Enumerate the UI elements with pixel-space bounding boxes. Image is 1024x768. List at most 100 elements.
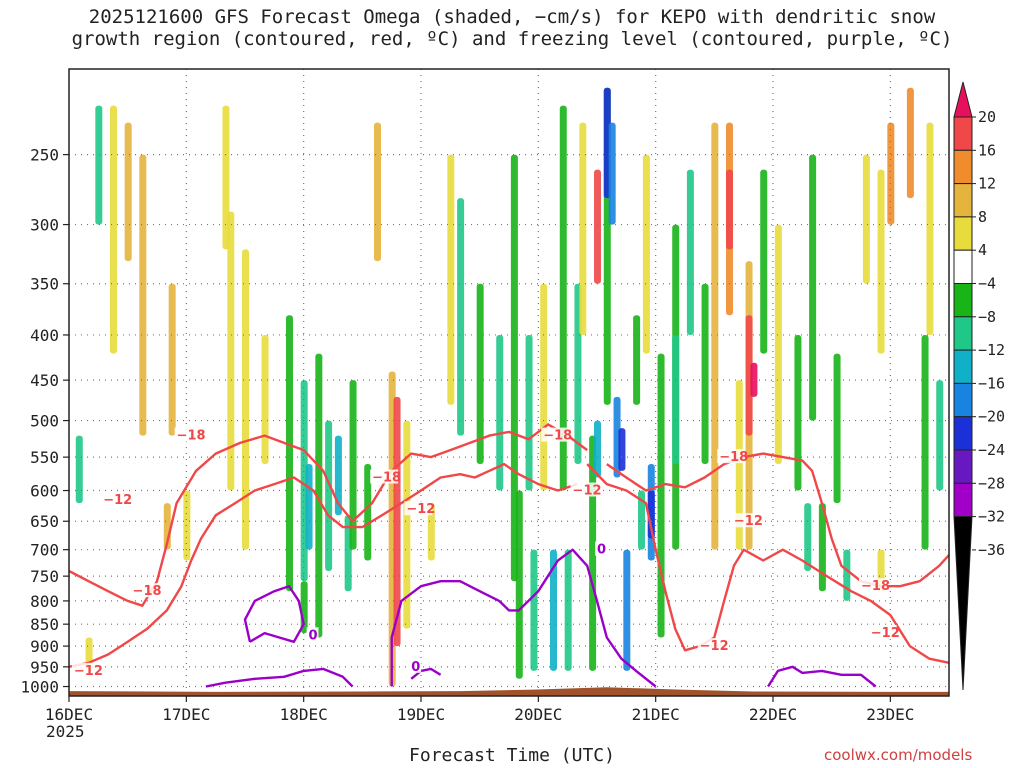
contour-label-bg xyxy=(404,501,433,516)
contour-freezing-level-0-base xyxy=(205,667,354,688)
omega-cell xyxy=(325,420,333,571)
contour-labels: −18 −12 −18 −12 −18 −12 −12 −18 −12 −18 −12 −18 −12 0… xyxy=(71,427,900,679)
colorbar-swatch xyxy=(953,416,973,451)
y-tick-label: 300 xyxy=(30,216,59,235)
omega-cell xyxy=(618,428,626,471)
omega-cell xyxy=(633,315,641,405)
omega-cell xyxy=(364,464,372,561)
contour-label-bg xyxy=(697,638,726,653)
contour-label: −12 xyxy=(74,664,103,679)
x-tick-label: 17DEC xyxy=(162,705,210,724)
y-tick-label: 550 xyxy=(30,448,59,467)
omega-cell xyxy=(804,503,812,571)
omega-cell xyxy=(794,334,802,491)
contour-label: −12 xyxy=(734,514,763,529)
x-axis-year-label: 2025 xyxy=(46,722,85,741)
colorbar-label: −4 xyxy=(978,275,996,293)
y-tick-label: 450 xyxy=(30,371,59,390)
omega-cell xyxy=(261,334,269,465)
contour-label: 0 xyxy=(309,628,318,643)
chart-title-line-2: growth region (contoured, red, ºC) and f… xyxy=(71,28,953,50)
plot-background xyxy=(69,69,949,696)
omega-cell xyxy=(701,283,709,465)
contour-label-bg xyxy=(541,427,570,442)
y-tick-label: 700 xyxy=(30,541,59,560)
contour-label: −12 xyxy=(406,502,435,517)
colorbar-top-triangle xyxy=(953,81,973,118)
contour-label-bg xyxy=(717,449,746,464)
omega-cell xyxy=(608,122,616,225)
contour-freezing-level-0-middle xyxy=(390,548,657,688)
contour-freezing-level-0-west xyxy=(243,585,305,643)
omega-cell xyxy=(540,283,548,491)
omega-cell xyxy=(711,122,719,550)
plot-frame xyxy=(68,68,950,697)
x-axis-ticks: 16DEC 17DEC 18DEC 19DEC 20DEC 21DEC 22DEC 23DEC xyxy=(45,696,914,724)
omega-cell xyxy=(510,154,518,582)
colorbar-swatch xyxy=(953,316,973,351)
chart-title-line-1: 2025121600 GFS Forecast Omega (shaded, −… xyxy=(88,6,936,28)
omega-cell xyxy=(809,154,817,421)
colorbar-label: −12 xyxy=(978,341,1005,359)
contour-dgz-minus-18-east xyxy=(606,452,950,588)
y-axis-ticks: 250 300 350 400 450 500 550 600 650 700 750 800 850 9… xyxy=(20,146,69,697)
omega-cell xyxy=(726,169,733,250)
contour-label-bg xyxy=(868,625,897,640)
omega-cell xyxy=(139,154,147,436)
omega-cell xyxy=(735,380,743,550)
colorbar-label: 16 xyxy=(978,141,996,159)
omega-cell xyxy=(638,490,645,550)
omega-cell xyxy=(745,315,753,436)
omega-cell xyxy=(550,549,557,671)
contour-label-bg xyxy=(570,482,599,497)
credit-link[interactable]: coolwx.com/models xyxy=(824,746,973,764)
colorbar-label: −16 xyxy=(978,374,1005,392)
omega-cell xyxy=(393,396,401,647)
omega-cell xyxy=(286,315,293,592)
colorbar-bottom-triangle xyxy=(953,516,973,691)
colorbar-swatch xyxy=(953,482,973,518)
colorbar-swatch xyxy=(953,216,973,251)
colorbar-label: 12 xyxy=(978,175,996,193)
contour-dgz-minus-12-west xyxy=(68,462,578,668)
y-tick-label: 650 xyxy=(30,512,59,531)
omega-cell xyxy=(227,211,235,491)
omega-cell xyxy=(564,549,572,671)
omega-cell xyxy=(887,122,895,225)
omega-cell xyxy=(110,105,117,354)
omega-cell xyxy=(877,169,885,354)
contour-label-bg xyxy=(174,427,203,442)
x-tick-label: 23DEC xyxy=(866,705,914,724)
contour-freezing-level-0-small xyxy=(410,667,442,680)
omega-cell xyxy=(642,154,650,354)
omega-cell xyxy=(305,464,313,550)
omega-cell xyxy=(843,549,851,601)
omega-cell xyxy=(349,380,357,550)
y-tick-label: 250 xyxy=(30,146,59,165)
omega-cell xyxy=(774,224,782,465)
contour-label: −12 xyxy=(871,626,900,641)
contour-label-bg xyxy=(731,513,760,528)
colorbar-swatch xyxy=(953,149,973,185)
contour-label-bg xyxy=(306,627,319,642)
colorbar-label: 8 xyxy=(978,208,987,226)
omega-cell xyxy=(124,122,132,262)
omega-cell xyxy=(594,169,601,284)
omega-cell xyxy=(222,105,230,250)
y-tick-label: 900 xyxy=(30,637,59,656)
omega-cell xyxy=(647,490,655,539)
omega-cell xyxy=(427,503,435,561)
colorbar-swatch xyxy=(953,249,973,284)
contour-label: −18 xyxy=(177,429,206,444)
colorbar-swatch xyxy=(953,183,973,218)
colorbar-label: 4 xyxy=(978,241,987,259)
omega-cell xyxy=(447,154,455,405)
contour-label: −12 xyxy=(103,493,132,508)
contour-label: 0 xyxy=(411,660,420,675)
x-tick-label: 21DEC xyxy=(632,705,680,724)
y-tick-label: 1000 xyxy=(20,678,59,697)
contour-label: −18 xyxy=(719,450,748,465)
omega-cell xyxy=(476,283,484,465)
omega-cell xyxy=(833,353,841,504)
x-tick-label: 19DEC xyxy=(397,705,445,724)
